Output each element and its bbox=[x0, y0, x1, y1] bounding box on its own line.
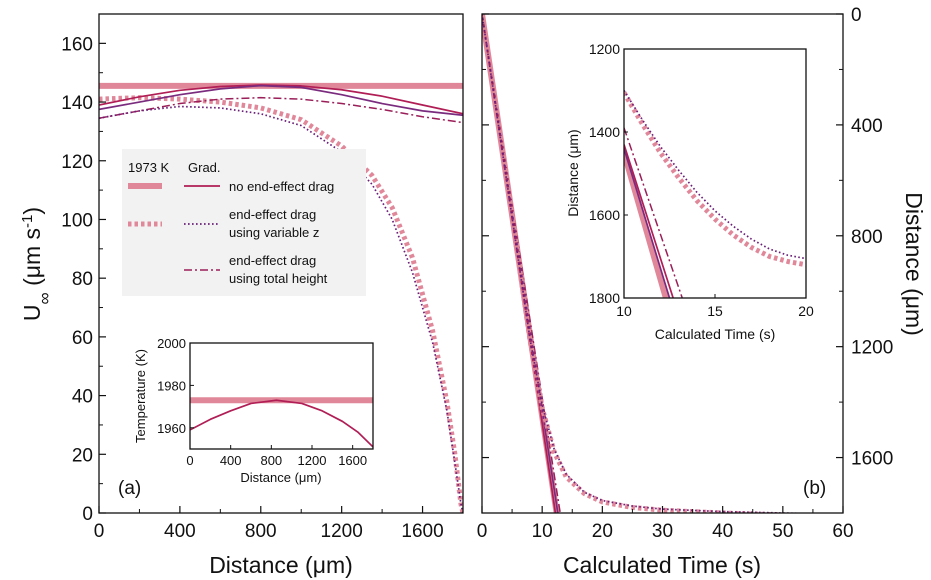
panel-b-frame bbox=[481, 13, 844, 514]
series-grad_solid_b bbox=[99, 84, 463, 117]
b-x-tick-label: 40 bbox=[712, 521, 733, 542]
y-axis-label-part: ) bbox=[19, 207, 45, 215]
inset-a-x-tick-label: 0 bbox=[186, 453, 193, 468]
panel-b-group: 0 10 20 30 40 50 60 0 400 800 1200 1600 (b) Calculate… bbox=[477, 5, 927, 578]
inset-a-y-tick-label: 1980 bbox=[157, 378, 186, 393]
series-grad_dashdot bbox=[99, 96, 463, 124]
y-axis-label-part: (μm s bbox=[19, 228, 45, 292]
inset-b-x-tick-label: 10 bbox=[616, 303, 632, 319]
legend-label: using variable z bbox=[229, 225, 319, 240]
series-ib_dashdot bbox=[624, 127, 683, 298]
inset-a-x-tick-label: 1600 bbox=[338, 453, 367, 468]
y-tick-label: 140 bbox=[61, 93, 93, 114]
inset-b-x-tick-label: 15 bbox=[707, 303, 723, 319]
series-grad_solid_a bbox=[99, 84, 463, 115]
y-tick-label: 40 bbox=[72, 387, 93, 408]
y-tick-label: 120 bbox=[61, 152, 93, 173]
b-x-tick-label: 0 bbox=[477, 521, 488, 542]
series-grad_dotted bbox=[99, 105, 463, 513]
inset-a-y-label: Temperature (K) bbox=[133, 349, 148, 443]
b-x-tick-label: 20 bbox=[592, 521, 613, 542]
x-axis-label: Distance (μm) bbox=[209, 552, 353, 578]
b-y-axis-label: Distance (μm) bbox=[901, 192, 927, 336]
panel-b-label: (b) bbox=[803, 478, 826, 499]
b-x-tick-label: 30 bbox=[652, 521, 673, 542]
y-tick-label: 0 bbox=[82, 504, 93, 525]
b-x-tick-label: 60 bbox=[832, 521, 853, 542]
b-y-tick-label: 800 bbox=[851, 227, 883, 248]
inset-a-x-tick-label: 1200 bbox=[298, 453, 327, 468]
inset-a-y-tick-label: 2000 bbox=[157, 336, 186, 351]
legend-label: no end-effect drag bbox=[229, 179, 334, 194]
inset-a-bg bbox=[190, 343, 373, 449]
y-tick-label: 60 bbox=[72, 328, 93, 349]
series-ib_grad_solid2 bbox=[624, 148, 671, 298]
legend-header-grad: Grad. bbox=[188, 160, 221, 175]
legend-box bbox=[122, 149, 366, 296]
inset-a-y-tick-label: 1960 bbox=[157, 421, 186, 436]
inset-a-x-label: Distance (μm) bbox=[240, 470, 321, 485]
inset-b-y-label: Distance (μm) bbox=[565, 129, 581, 216]
legend-label: end-effect drag bbox=[229, 207, 316, 222]
b-x-tick-label: 50 bbox=[772, 521, 793, 542]
legend-label: using total height bbox=[229, 271, 328, 286]
y-tick-label: 100 bbox=[61, 210, 93, 231]
b-y-tick-label: 400 bbox=[851, 116, 883, 137]
inset-a-x-tick-label: 400 bbox=[220, 453, 242, 468]
series-ib_grad_dotted bbox=[624, 90, 806, 260]
inset-b-x-label: Calculated Time (s) bbox=[655, 326, 776, 342]
series-ib_grad_solid bbox=[624, 144, 674, 298]
inset-b-y-tick-label: 1800 bbox=[589, 290, 620, 306]
series-k1973_dotted bbox=[99, 95, 463, 513]
y-axis-label-part: ∞ bbox=[35, 292, 54, 304]
b-y-tick-label: 1200 bbox=[851, 338, 893, 359]
b-y-tick-label: 0 bbox=[851, 5, 862, 26]
inset-b-y-tick-label: 1600 bbox=[589, 207, 620, 223]
inset-b-group: 10 15 20 1200 1400 1600 1800 Calculated Time (s… bbox=[565, 41, 814, 342]
series-b_grad_dotted bbox=[482, 14, 820, 513]
x-tick-label: 800 bbox=[245, 521, 277, 542]
inset-b-bg bbox=[624, 49, 806, 298]
b-y-tick-label: 1600 bbox=[851, 449, 893, 470]
b-x-tick-label: 10 bbox=[532, 521, 553, 542]
y-tick-label: 80 bbox=[72, 269, 93, 290]
inset-b-y-tick-label: 1200 bbox=[589, 41, 620, 57]
x-tick-label: 0 bbox=[94, 521, 105, 542]
inset-b-y-tick-label: 1400 bbox=[589, 124, 620, 140]
inset-b-x-tick-label: 20 bbox=[798, 303, 814, 319]
series-ib_1973_solid bbox=[624, 151, 669, 298]
y-axis-label-part: -1 bbox=[19, 215, 36, 228]
y-axis-label: U∞ (μm s-1) bbox=[19, 207, 54, 321]
x-tick-label: 1600 bbox=[401, 521, 443, 542]
panel-a-frame bbox=[98, 13, 464, 514]
panel-a-label: (a) bbox=[118, 478, 141, 499]
inset-b-frame bbox=[623, 48, 807, 299]
y-axis-label-part: U bbox=[19, 304, 45, 321]
b-x-axis-label: Calculated Time (s) bbox=[563, 552, 761, 578]
legend-label: end-effect drag bbox=[229, 253, 316, 268]
y-tick-label: 160 bbox=[61, 34, 93, 55]
x-tick-label: 400 bbox=[164, 521, 196, 542]
x-tick-label: 1200 bbox=[321, 521, 363, 542]
series-temp_grad bbox=[190, 399, 373, 448]
inset-a-x-tick-label: 800 bbox=[260, 453, 282, 468]
inset-a-group: 0 400 800 1200 1600 1960 1980 2000 Distance (μm)… bbox=[133, 336, 374, 485]
y-tick-label: 20 bbox=[72, 445, 93, 466]
legend-header-1973: 1973 K bbox=[128, 160, 170, 175]
panel-a-group: 0 400 800 1200 1600 0 20 40 60 80 100 120 140 160 (a) D… bbox=[19, 13, 464, 578]
inset-a-frame bbox=[189, 342, 374, 450]
series-ib_1973_dotted bbox=[624, 91, 806, 268]
